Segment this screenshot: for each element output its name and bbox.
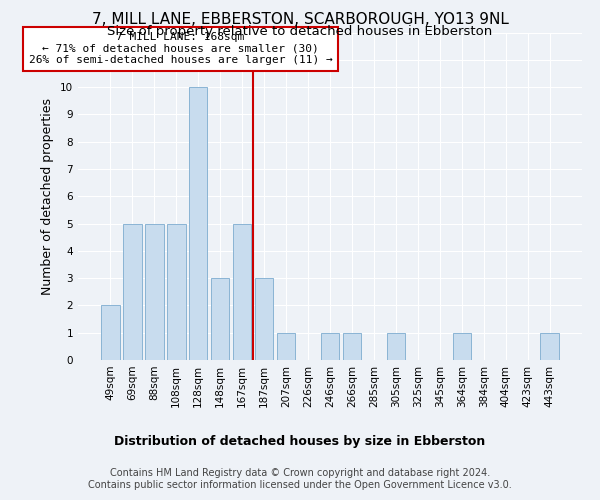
Text: 7, MILL LANE, EBBERSTON, SCARBOROUGH, YO13 9NL: 7, MILL LANE, EBBERSTON, SCARBOROUGH, YO… <box>92 12 508 28</box>
Bar <box>123 224 142 360</box>
Bar <box>541 332 559 360</box>
Y-axis label: Number of detached properties: Number of detached properties <box>41 98 55 294</box>
Text: Size of property relative to detached houses in Ebberston: Size of property relative to detached ho… <box>107 25 493 38</box>
Text: Contains HM Land Registry data © Crown copyright and database right 2024.
Contai: Contains HM Land Registry data © Crown c… <box>88 468 512 490</box>
Bar <box>145 224 164 360</box>
Bar <box>277 332 295 360</box>
Bar <box>233 224 251 360</box>
Bar <box>452 332 471 360</box>
Bar <box>167 224 185 360</box>
Bar <box>320 332 340 360</box>
Text: Distribution of detached houses by size in Ebberston: Distribution of detached houses by size … <box>115 435 485 448</box>
Bar <box>386 332 405 360</box>
Bar <box>255 278 274 360</box>
Text: 7 MILL LANE: 168sqm
← 71% of detached houses are smaller (30)
26% of semi-detach: 7 MILL LANE: 168sqm ← 71% of detached ho… <box>29 32 332 66</box>
Bar <box>189 87 208 360</box>
Bar <box>101 306 119 360</box>
Bar <box>211 278 229 360</box>
Bar <box>343 332 361 360</box>
